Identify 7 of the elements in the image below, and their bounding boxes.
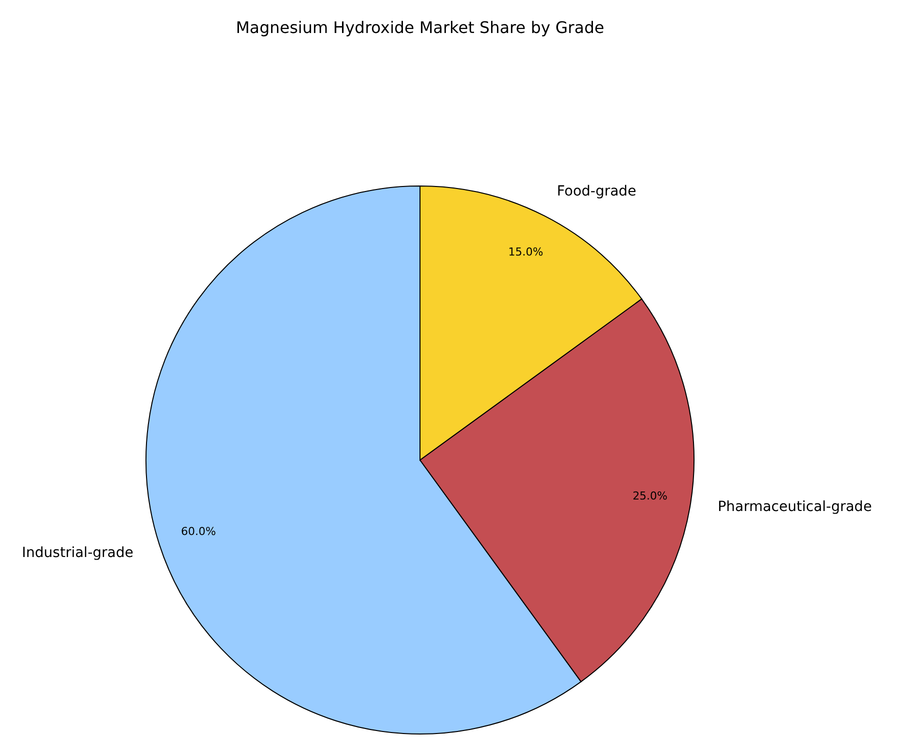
slice-label: Pharmaceutical-grade <box>718 499 872 516</box>
chart-title: Magnesium Hydroxide Market Share by Grade <box>236 18 604 37</box>
slice-label: Industrial-grade <box>22 545 134 562</box>
slice-label: Food-grade <box>556 183 636 200</box>
data-label: 25.0% <box>632 489 668 502</box>
data-label: 15.0% <box>508 245 544 258</box>
data-label: 60.0% <box>181 524 216 538</box>
